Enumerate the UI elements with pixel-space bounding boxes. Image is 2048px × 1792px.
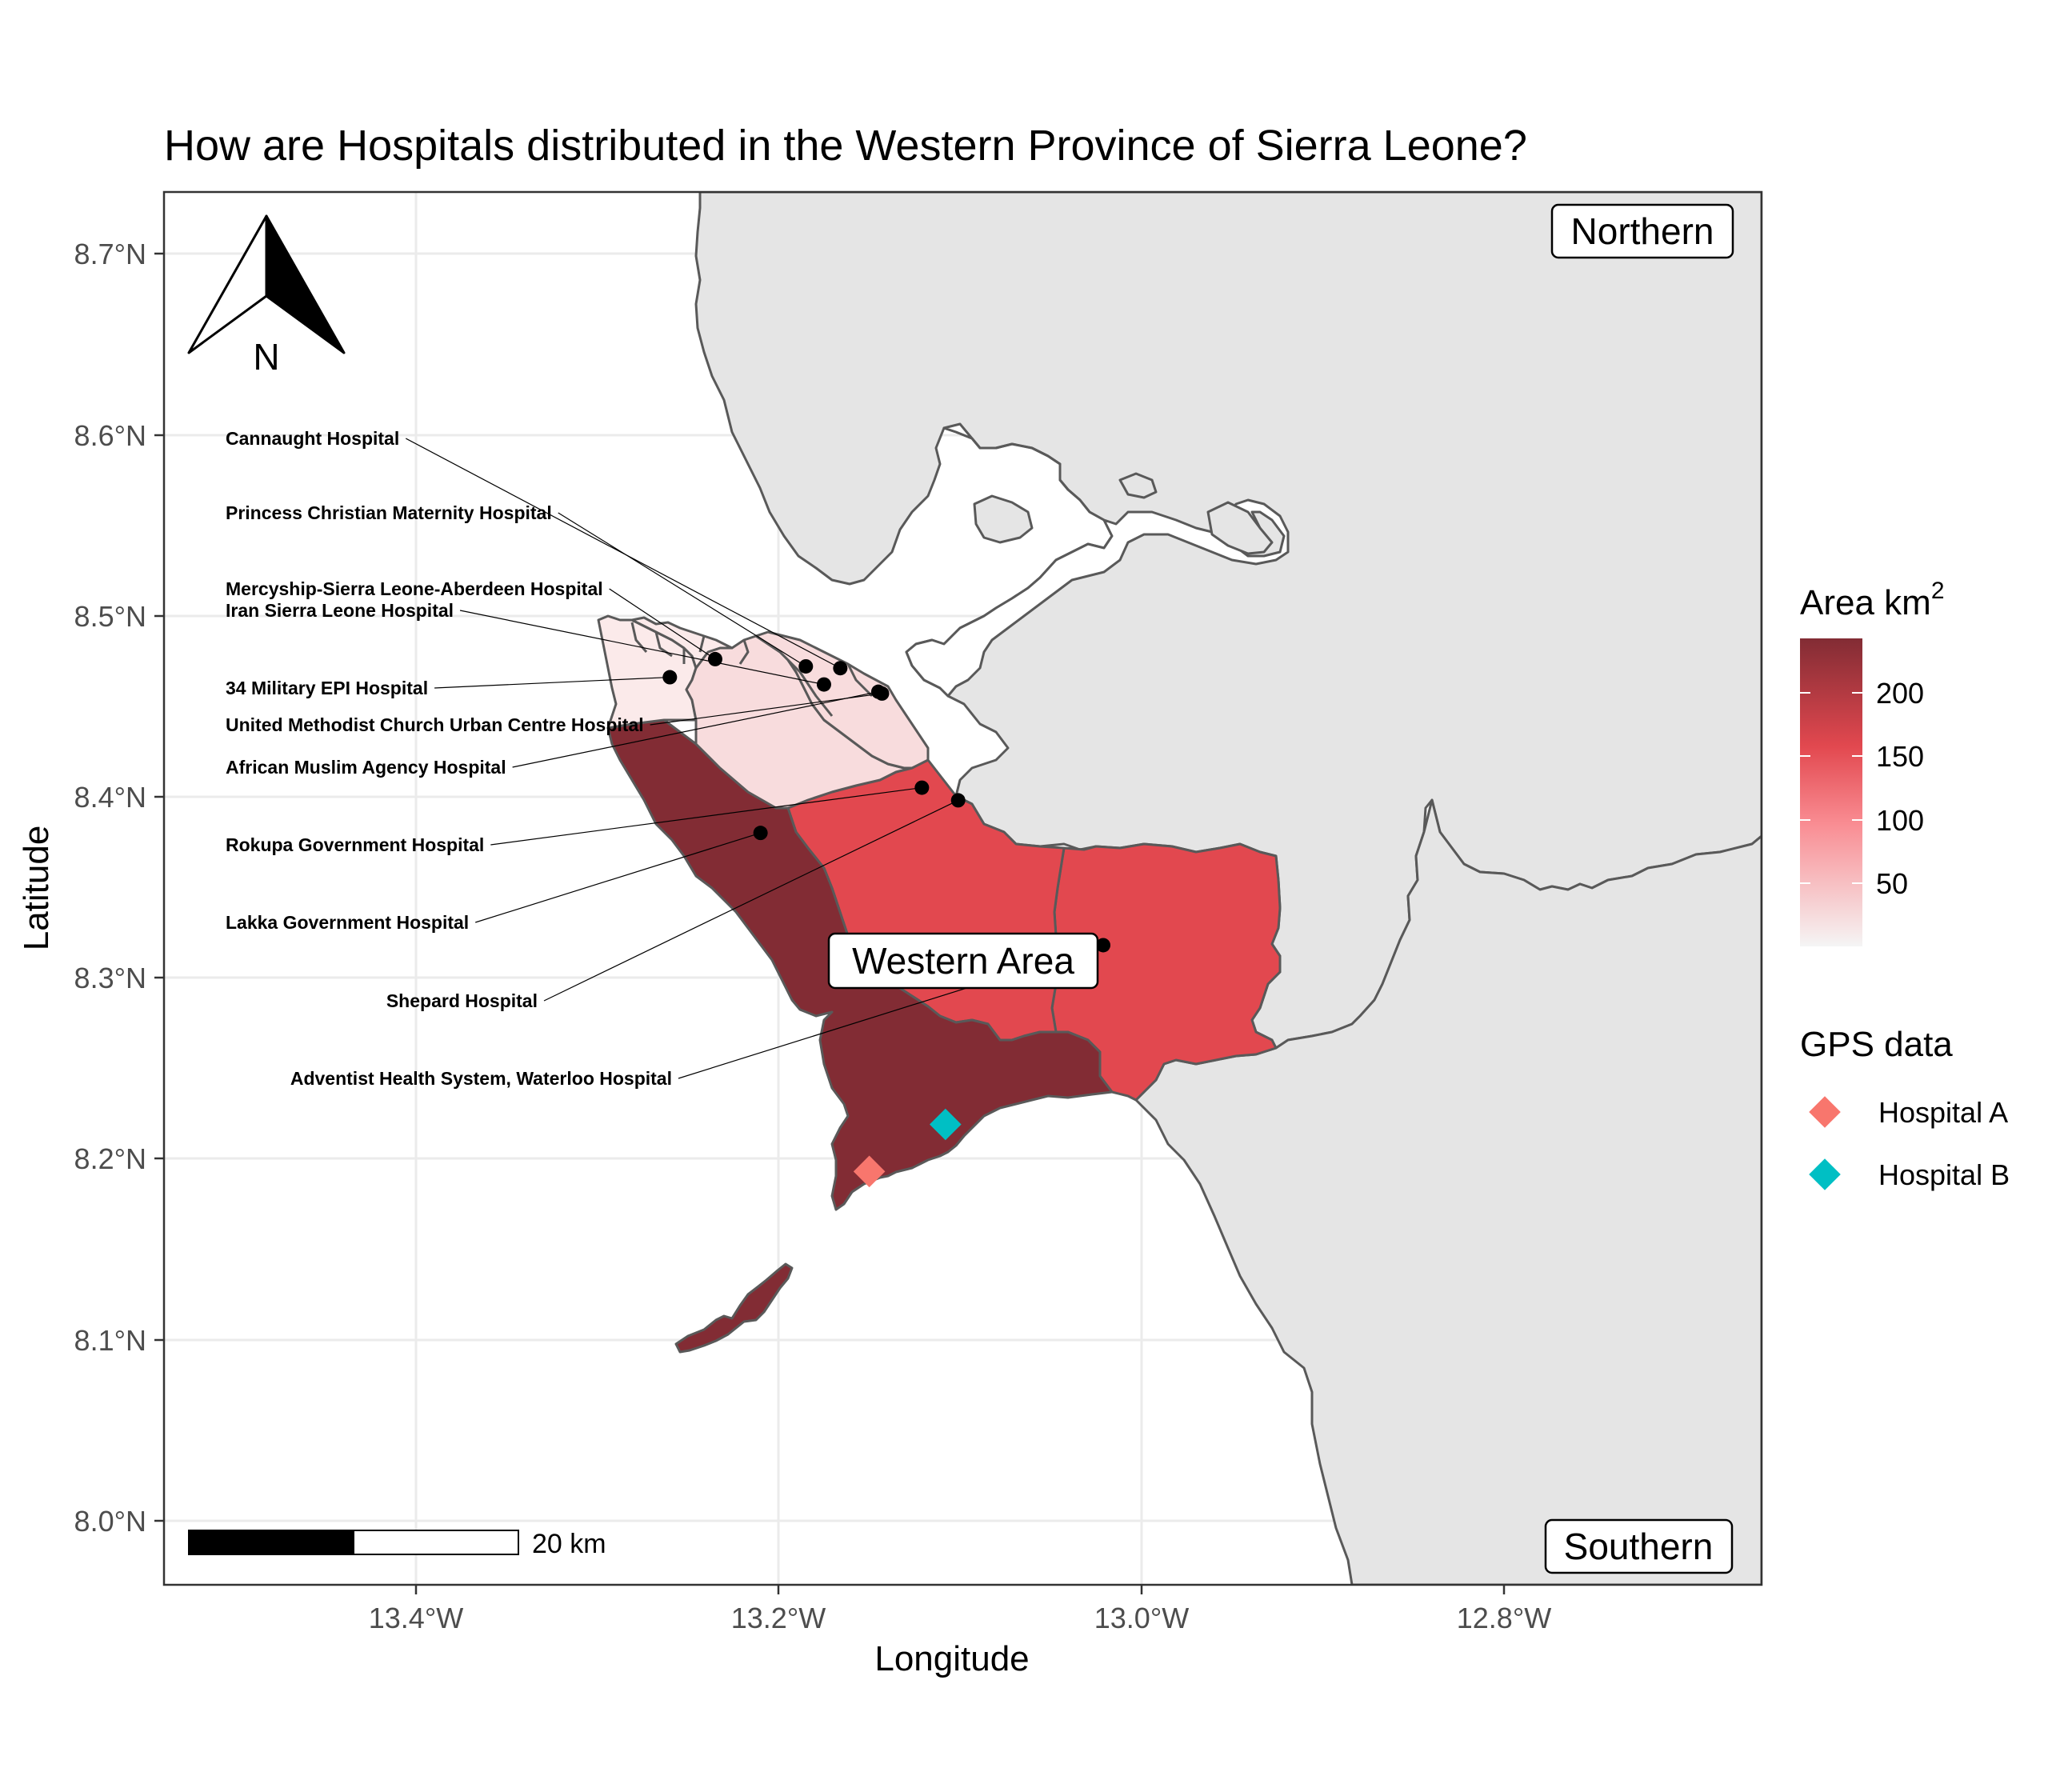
legend-area-title: Area km2	[1800, 578, 1945, 622]
legend-gps-hospital-a-swatch	[1809, 1096, 1841, 1128]
north-arrow: N	[187, 214, 346, 378]
x-axis-title: Longitude	[874, 1639, 1029, 1678]
hospital-leader-line	[512, 691, 879, 768]
y-tick-label: 8.3°N	[74, 962, 146, 994]
hospital-leader-lines	[405, 438, 1104, 1079]
region-label-southern-text: Southern	[1564, 1526, 1714, 1567]
hospital-labels: Cannaught Hospital Princess Christian Mat…	[226, 428, 672, 1089]
northern-province-land	[694, 192, 1762, 1050]
legend-area-colorbar	[1800, 638, 1862, 946]
legend-area-title-text: Area km	[1800, 583, 1931, 622]
legend-gps: GPS data Hospital A Hospital B	[1800, 1025, 2010, 1191]
hospital-label: Lakka Government Hospital	[226, 912, 469, 933]
hospital-label: Adventist Health System, Waterloo Hospit…	[290, 1068, 672, 1089]
chart-title: How are Hospitals distributed in the Wes…	[164, 122, 1527, 170]
hospital-label: Mercyship-Sierra Leone-Aberdeen Hospital	[226, 578, 603, 599]
legend-area-tick: 200	[1876, 677, 1924, 710]
legend-area-title-superscript: 2	[1931, 578, 1945, 604]
legend-gps-hospital-b-swatch	[1809, 1158, 1841, 1190]
region-label-northern-text: Northern	[1571, 210, 1714, 252]
freetown-small-wards	[630, 616, 734, 670]
hospital-point	[707, 651, 722, 666]
hospital-label: Cannaught Hospital	[226, 428, 399, 449]
hospital-leader-line	[490, 786, 922, 846]
y-tick-label: 8.6°N	[74, 419, 146, 452]
north-arrow-label: N	[253, 336, 279, 378]
scale-bar-label: 20 km	[532, 1529, 606, 1559]
hospital-point	[662, 670, 678, 685]
hospital-point	[870, 684, 886, 699]
y-tick-label: 8.1°N	[74, 1324, 146, 1357]
legend-area-tick: 150	[1876, 740, 1924, 773]
region-label-southern: Southern	[1544, 1518, 1734, 1574]
hospital-leader-line	[543, 799, 958, 1002]
hospital-point	[914, 780, 930, 795]
hospital-point	[1096, 938, 1111, 953]
map-panel: N 20 km Cannaught Hospital Princess Chris…	[162, 190, 1763, 1586]
x-tick-label: 13.4°W	[369, 1602, 463, 1634]
hospital-label: United Methodist Church Urban Centre Hos…	[226, 714, 644, 735]
x-tick-label: 13.2°W	[731, 1602, 826, 1634]
bay-island-3	[1118, 472, 1158, 499]
hospital-label: Shepard Hospital	[386, 990, 538, 1011]
hospital-label: Iran Sierra Leone Hospital	[226, 600, 454, 621]
hospital-leader-line	[609, 588, 716, 660]
hospital-leader-line	[459, 610, 825, 686]
hospital-points	[662, 651, 1111, 1188]
x-axis: 13.4°W 13.2°W 13.0°W 12.8°W Longitude	[369, 1585, 1551, 1678]
hospital-leader-line	[475, 832, 761, 923]
region-label-northern: Northern	[1550, 203, 1734, 259]
bay-islands-outline	[905, 422, 1290, 698]
x-tick-label: 13.0°W	[1094, 1602, 1189, 1634]
y-tick-label: 8.7°N	[74, 238, 146, 270]
north-arrow-right-half	[265, 214, 346, 354]
y-tick-label: 8.2°N	[74, 1142, 146, 1175]
hospital-point	[753, 826, 768, 841]
y-tick-label: 8.0°N	[74, 1505, 146, 1538]
region-label-western: Western Area	[827, 932, 1099, 990]
bay-island-1	[973, 494, 1034, 544]
hospital-point	[816, 677, 831, 692]
hospital-point	[833, 661, 848, 676]
gps-point-hospital-b	[930, 1108, 962, 1141]
hospital-label: 34 Military EPI Hospital	[226, 678, 428, 698]
scale-bar-black-segment	[188, 1530, 354, 1555]
legend-gps-title: GPS data	[1800, 1025, 1953, 1064]
southern-province-land	[1134, 798, 1762, 1585]
hospital-leader-line	[558, 512, 806, 667]
scale-bar-white-segment	[353, 1530, 519, 1555]
panel-border	[162, 190, 1763, 1586]
bay-island-2	[1206, 501, 1274, 555]
legend-gps-hospital-a-label: Hospital A	[1878, 1096, 2008, 1129]
hospital-point	[798, 658, 814, 674]
legend-area: Area km2 200 150 100 50	[1800, 578, 1945, 946]
scale-bar: 20 km	[188, 1529, 606, 1559]
hospital-label: Rokupa Government Hospital	[226, 834, 484, 855]
hospital-leader-line	[434, 676, 670, 689]
x-tick-label: 12.8°W	[1457, 1602, 1551, 1634]
y-tick-label: 8.4°N	[74, 781, 146, 814]
y-axis: 8.7°N 8.6°N 8.5°N 8.4°N 8.3°N 8.2°N 8.1°…	[17, 238, 164, 1538]
banana-islands	[674, 1262, 794, 1354]
y-axis-title: Latitude	[17, 826, 56, 951]
y-tick-label: 8.5°N	[74, 600, 146, 633]
hospital-label: African Muslim Agency Hospital	[226, 757, 506, 778]
legend-gps-hospital-b-label: Hospital B	[1878, 1158, 2010, 1191]
region-label-western-text: Western Area	[852, 940, 1074, 982]
gps-point-hospital-a	[853, 1155, 886, 1188]
legend-area-tick: 50	[1876, 867, 1908, 900]
hospital-label: Princess Christian Maternity Hospital	[226, 502, 552, 523]
legend-area-tick: 100	[1876, 804, 1924, 837]
hospital-point	[950, 793, 966, 808]
